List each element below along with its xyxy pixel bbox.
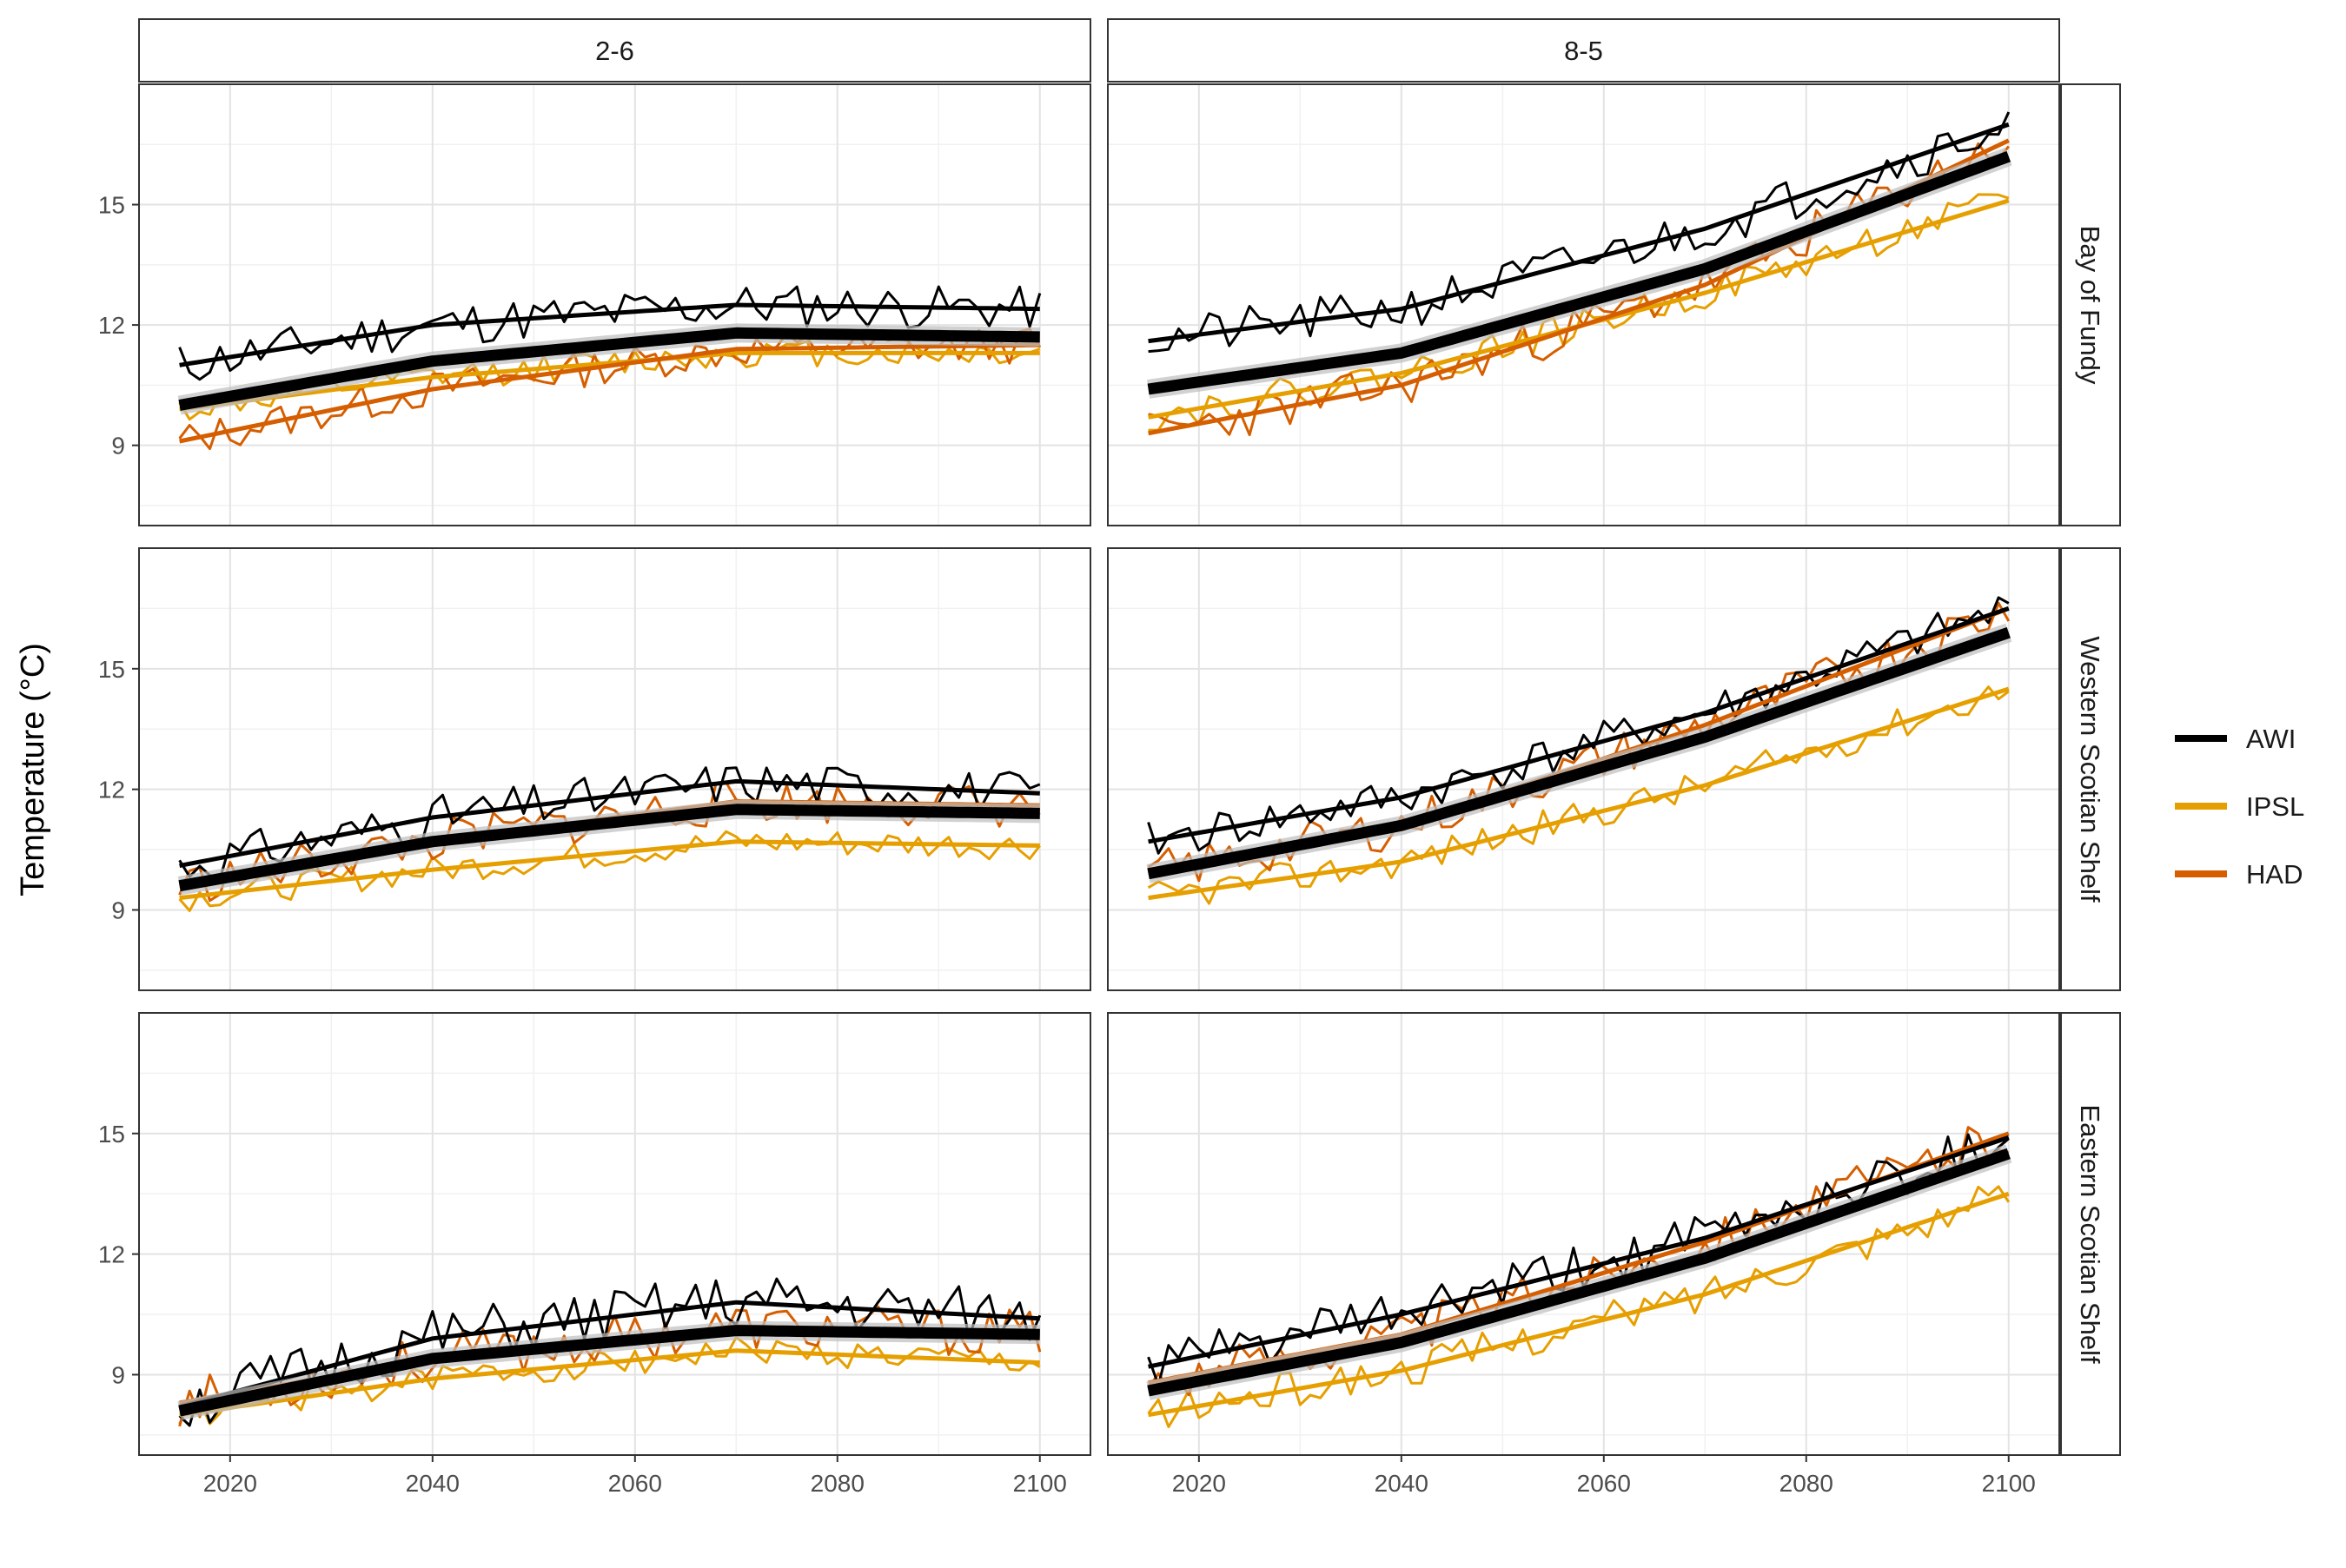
x-tick-label: 2100 <box>1013 1470 1067 1497</box>
legend-label-ipsl: IPSL <box>2246 791 2304 822</box>
trend-line-awi <box>1148 606 2010 844</box>
panel <box>1107 547 2060 991</box>
x-tick-label: 2080 <box>1779 1470 1833 1497</box>
panel: 9 12 15 <box>98 83 1091 526</box>
x-tick-label: 2040 <box>406 1470 460 1497</box>
series-line-awi <box>1147 1133 2010 1386</box>
panel-border <box>138 83 1091 526</box>
facet-strip-8-5 <box>1107 18 2060 83</box>
y-tick-label: 12 <box>98 777 125 804</box>
series-line-ipsl <box>1148 193 2010 432</box>
ensemble-mean-line <box>178 327 1040 411</box>
trend-line-ipsl <box>179 350 1040 412</box>
ensemble-mean-line <box>178 804 1040 892</box>
panel-border <box>138 547 1091 991</box>
plot-area <box>1146 596 2012 905</box>
ensemble-mean-line <box>1147 627 2011 880</box>
legend: AWI IPSL HAD <box>2175 724 2304 890</box>
trend-line-ipsl <box>179 1348 1040 1418</box>
x-tick-label: 2020 <box>1172 1470 1226 1497</box>
panel-border <box>1107 1012 2060 1456</box>
ensemble-mean-line <box>1147 1148 2011 1397</box>
y-tick-label: 12 <box>98 312 125 339</box>
trend-line-awi <box>1148 122 2010 344</box>
series-line-ipsl <box>1147 1185 2011 1428</box>
x-tick-label: 2100 <box>1982 1470 2036 1497</box>
panel: 9 12 15 <box>98 547 1091 991</box>
facet-strip-western-scotian-shelf <box>2060 547 2121 991</box>
ensemble-mean-line <box>1147 150 2011 395</box>
trend-line-awi <box>178 1300 1040 1409</box>
y-axis-title: Temperature (°C) <box>15 643 51 896</box>
plot-area <box>1146 1126 2012 1428</box>
x-tick-label: 2060 <box>1577 1470 1631 1497</box>
facet-strip-label: Eastern Scotian Shelf <box>2075 1104 2105 1364</box>
series-line-ipsl <box>1147 685 2010 905</box>
trend-line-ipsl <box>179 839 1040 901</box>
ensemble-mean-line <box>178 1325 1040 1417</box>
y-tick-label: 9 <box>111 896 125 923</box>
y-tick-label: 9 <box>111 1361 125 1388</box>
plot-area <box>1147 111 2012 437</box>
series-line-had <box>178 1305 1042 1427</box>
trend-line-awi <box>1148 1135 2010 1369</box>
panel-border <box>1107 547 2060 991</box>
panel: 2020 2040 2060 2080 2100 <box>1107 1012 2060 1497</box>
legend-label-had: HAD <box>2246 859 2303 890</box>
x-tick-label: 2060 <box>608 1470 662 1497</box>
plot-area <box>177 285 1042 451</box>
y-tick-label: 15 <box>98 192 125 219</box>
y-tick-label: 15 <box>98 656 125 683</box>
x-tick-label: 2080 <box>811 1470 865 1497</box>
trend-line-had <box>179 342 1040 444</box>
facet-strip-label: Western Scotian Shelf <box>2075 636 2105 903</box>
facet-strip-bay-of-fundy <box>2060 83 2121 526</box>
facet-strip-label: 8-5 <box>1564 36 1603 66</box>
x-tick-label: 2020 <box>203 1470 257 1497</box>
trend-line-awi <box>179 302 1040 367</box>
y-tick-label: 12 <box>98 1241 125 1268</box>
panel-border <box>138 1012 1091 1456</box>
y-tick-label: 15 <box>98 1121 125 1148</box>
series-line-ipsl <box>178 830 1041 912</box>
facet-strip-eastern-scotian-shelf <box>2060 1012 2121 1456</box>
facet-strip-label: 2-6 <box>595 36 634 66</box>
trend-line-ipsl <box>1148 686 2010 901</box>
facet-strip-2-6 <box>138 18 1091 83</box>
trend-line-awi <box>179 778 1040 869</box>
panel <box>1107 83 2060 526</box>
x-tick-label: 2040 <box>1375 1470 1428 1497</box>
trend-line-ipsl <box>1148 1191 2010 1418</box>
panel-border <box>1107 83 2060 526</box>
facet-strip-label: Bay of Fundy <box>2075 226 2105 385</box>
y-tick-label: 9 <box>111 433 125 460</box>
plot-area <box>177 766 1041 912</box>
legend-label-awi: AWI <box>2246 724 2296 754</box>
panel: 9 12 15 2020 2040 2060 2080 2100 <box>98 1012 1091 1497</box>
plot-area <box>177 1277 1042 1427</box>
